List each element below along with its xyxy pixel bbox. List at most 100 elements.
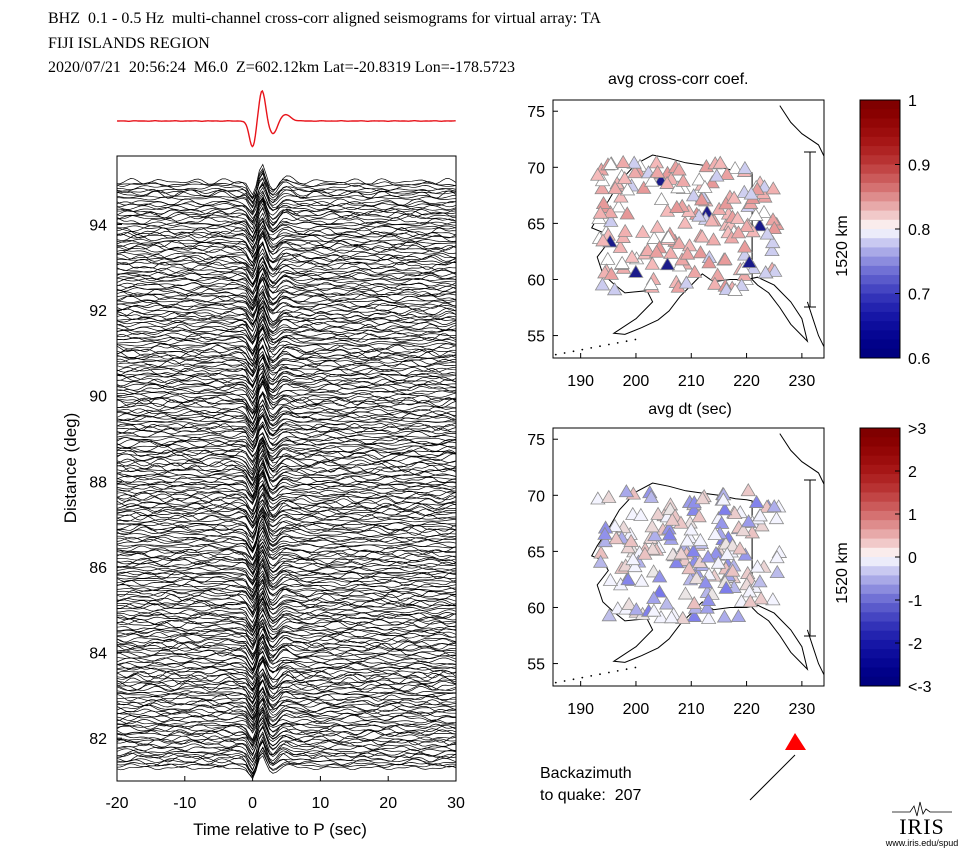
station-marker — [633, 507, 649, 521]
station-marker — [675, 610, 691, 624]
iris-logo-text: IRIS — [899, 814, 945, 839]
seismogram-trace — [116, 323, 457, 345]
station-marker — [766, 499, 782, 513]
seismogram-trace — [116, 591, 457, 616]
island-dot — [563, 680, 566, 682]
station-marker — [753, 591, 769, 605]
x-axis-label: Time relative to P (sec) — [193, 820, 367, 839]
seismogram-trace — [116, 218, 457, 246]
seismogram-trace — [116, 432, 457, 453]
seismogram-trace — [116, 687, 457, 719]
seismogram-trace — [116, 423, 457, 448]
seismogram-trace — [117, 364, 457, 396]
colorbar-tick-label: 0.6 — [908, 351, 930, 368]
station-marker — [715, 492, 732, 506]
station-marker — [769, 564, 785, 578]
seismogram-trace — [116, 337, 457, 373]
seismogram-trace — [116, 380, 457, 420]
seismogram-trace — [116, 746, 457, 777]
station-marker — [729, 210, 746, 224]
seismogram-trace — [116, 597, 457, 613]
colorbar-band — [860, 173, 900, 184]
seismogram-trace — [116, 415, 457, 439]
station-marker — [614, 255, 630, 269]
seismogram-trace — [116, 227, 457, 255]
colorbar-band — [860, 182, 900, 193]
station-marker — [608, 531, 624, 545]
seismogram-trace — [116, 305, 457, 332]
backazimuth-line1: Backazimuth — [540, 765, 632, 782]
station-marker — [602, 204, 619, 219]
seismogram-trace — [116, 711, 457, 732]
station-marker — [669, 199, 685, 213]
y-axis-label: Distance (deg) — [61, 413, 80, 524]
station-marker — [700, 592, 717, 606]
station-marker — [697, 575, 714, 589]
seismogram-trace — [116, 199, 457, 226]
seismogram-trace — [116, 515, 457, 550]
seismogram-trace — [116, 390, 457, 420]
seismogram-trace — [116, 709, 457, 734]
colorbar-band — [860, 256, 900, 267]
seismogram-trace — [116, 584, 457, 615]
seismogram-trace — [116, 558, 457, 594]
seismogram-trace — [116, 414, 457, 434]
seismogram-trace — [116, 618, 457, 647]
seismogram-trace — [116, 326, 457, 362]
colorbar-band — [860, 210, 900, 221]
station-marker — [735, 523, 751, 537]
seismogram-trace — [116, 260, 457, 285]
y-tick-label: 92 — [89, 303, 107, 320]
station-marker — [697, 179, 713, 193]
colorbar-band — [860, 339, 900, 350]
seismogram-trace — [116, 508, 457, 529]
seismogram-trace — [116, 200, 457, 234]
trace-group — [116, 163, 457, 780]
seismogram-trace — [116, 559, 456, 585]
station-marker — [601, 608, 617, 622]
seismogram-trace — [116, 545, 457, 567]
station-marker — [756, 204, 772, 218]
colorbar-avg-dt: >3 2 1 0 -1 -2 <-3 — [859, 421, 932, 696]
seismogram-trace — [116, 345, 457, 372]
colorbar-band — [860, 164, 900, 175]
station-marker — [603, 213, 619, 227]
colorbar-band — [860, 575, 900, 586]
seismogram-trace — [116, 327, 457, 357]
seismogram-trace — [116, 514, 457, 538]
seismogram-trace — [116, 714, 457, 747]
map-x-tick-label: 220 — [733, 373, 760, 390]
station-marker — [719, 546, 735, 560]
seismogram-trace — [116, 197, 457, 223]
colorbar-band — [860, 501, 900, 512]
seismogram-trace — [116, 288, 457, 322]
colorbar-band — [860, 330, 900, 341]
seismogram-trace — [116, 482, 457, 513]
seismogram-trace — [116, 625, 457, 642]
seismogram-trace — [116, 508, 457, 541]
seismogram-trace — [116, 600, 457, 632]
colorbar-band — [860, 510, 900, 521]
map-y-tick-label: 65 — [527, 544, 545, 561]
station-marker — [664, 512, 681, 526]
station-marker — [700, 549, 716, 563]
island-dot — [581, 676, 584, 679]
station-marker — [659, 257, 676, 271]
station-marker — [603, 266, 620, 280]
station-marker — [589, 167, 606, 181]
station-marker — [628, 264, 644, 278]
seismogram-trace — [116, 717, 457, 744]
station-marker — [765, 592, 781, 606]
colorbar-tick-label: 0.9 — [908, 158, 930, 175]
colorbar-band — [860, 311, 900, 322]
station-marker — [615, 154, 631, 168]
seismogram-trace — [116, 267, 457, 299]
seismogram-trace — [117, 197, 457, 222]
seismogram-trace — [116, 633, 457, 655]
station-marker — [683, 522, 699, 536]
seismogram-trace — [116, 746, 457, 775]
seismogram-trace — [116, 452, 457, 486]
station-marker — [590, 491, 606, 505]
seismogram-trace — [116, 641, 457, 671]
map2-ticks: 190 200 210 220 230 55 60 65 70 75 — [527, 432, 815, 718]
